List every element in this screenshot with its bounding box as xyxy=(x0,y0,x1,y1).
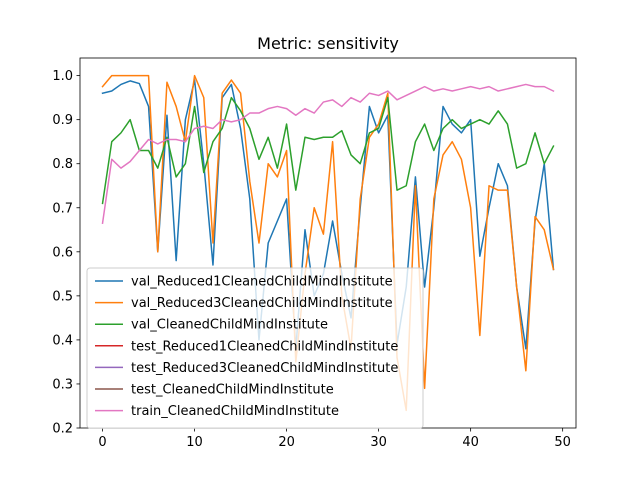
legend-label-2: val_CleanedChildMindInstitute xyxy=(131,318,328,333)
legend-label-3: test_Reduced1CleanedChildMindInstitute xyxy=(131,339,398,354)
x-tick-label-2: 20 xyxy=(278,435,295,450)
x-tick-label-3: 30 xyxy=(370,435,387,450)
chart-title: Metric: sensitivity xyxy=(257,34,399,53)
legend-label-0: val_Reduced1CleanedChildMindInstitute xyxy=(131,275,393,290)
x-tick-label-4: 40 xyxy=(462,435,479,450)
y-tick-label-3: 0.5 xyxy=(52,289,73,304)
y-tick-label-7: 0.9 xyxy=(52,113,73,128)
y-tick-label-6: 0.8 xyxy=(52,157,73,172)
legend-label-6: train_CleanedChildMindInstitute xyxy=(131,404,339,419)
y-tick-label-0: 0.2 xyxy=(52,422,73,437)
legend-label-1: val_Reduced3CleanedChildMindInstitute xyxy=(131,296,393,311)
y-tick-label-1: 0.3 xyxy=(52,377,73,392)
series-line-1 xyxy=(101,74,555,412)
y-tick-label-8: 1.0 xyxy=(52,69,73,84)
y-tick-label-5: 0.7 xyxy=(52,201,73,216)
series-line-6 xyxy=(101,83,555,225)
series-lines xyxy=(101,74,555,412)
plot-area xyxy=(101,74,555,412)
series-line-2 xyxy=(101,96,555,205)
legend-box xyxy=(86,267,424,429)
legend-label-5: test_CleanedChildMindInstitute xyxy=(131,383,334,398)
y-tick-label-4: 0.6 xyxy=(52,245,73,260)
axes: 0 10 20 30 40 50 0.2 0.3 0.4 0.5 0.6 0.7 0.8 0.9 1.0 xyxy=(52,57,577,450)
legend-label-4: test_Reduced3CleanedChildMindInstitute xyxy=(131,361,398,376)
y-tick-label-2: 0.4 xyxy=(52,333,73,348)
x-tick-label-1: 10 xyxy=(186,435,203,450)
legend: val_Reduced1CleanedChildMindInstituteval… xyxy=(86,267,424,429)
x-tick-label-0: 0 xyxy=(98,435,106,450)
x-tick-label-5: 50 xyxy=(554,435,571,450)
series-line-0 xyxy=(101,79,555,350)
